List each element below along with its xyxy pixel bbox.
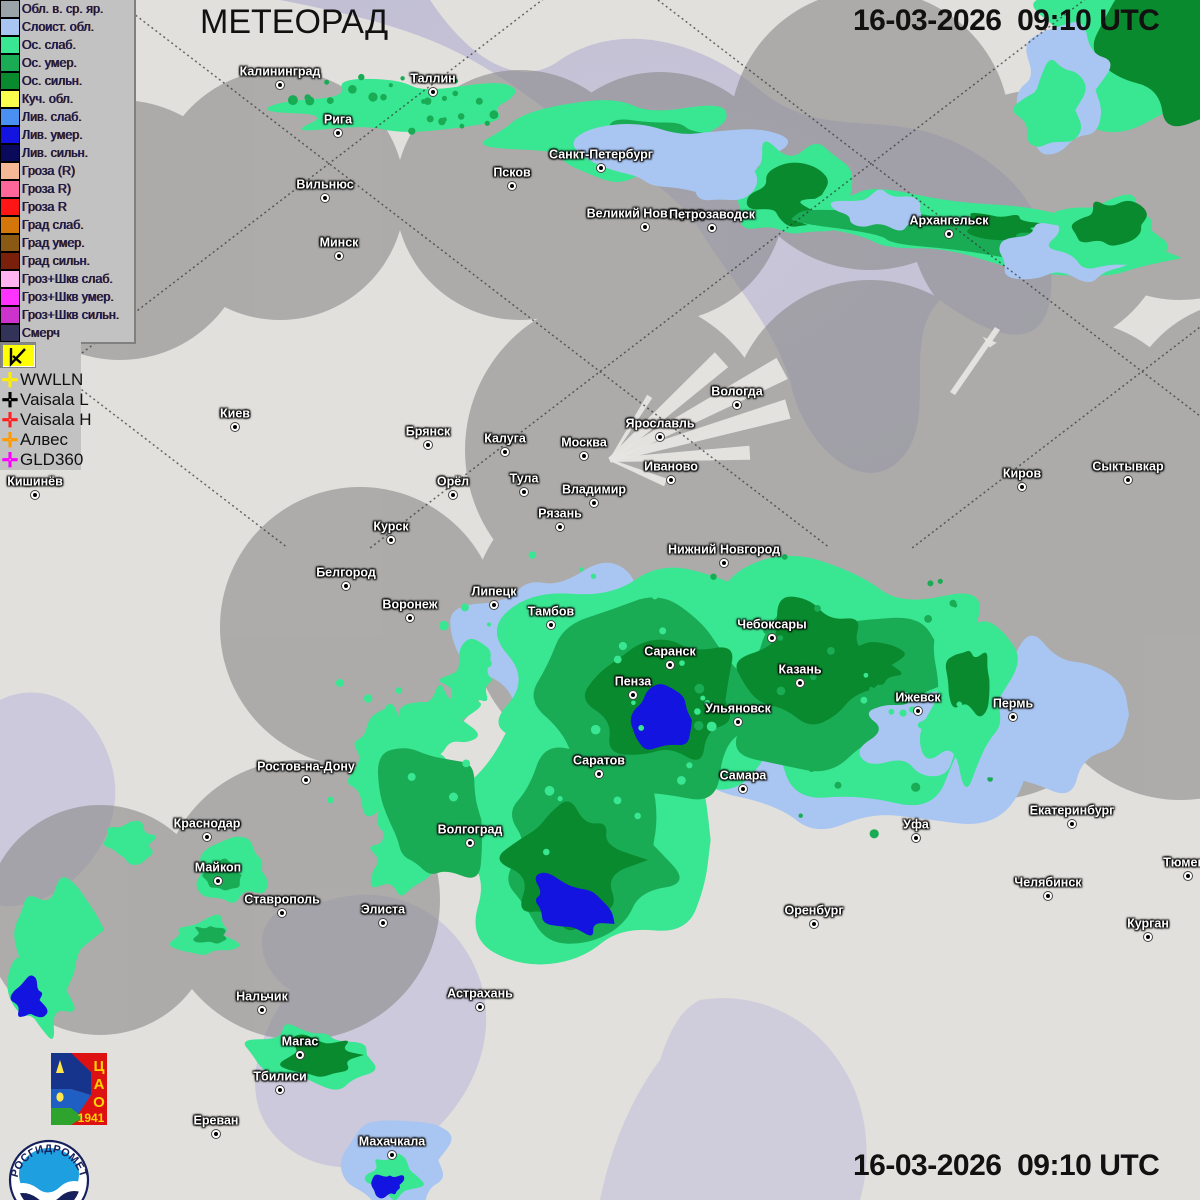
svg-text:Ц: Ц: [94, 1058, 105, 1075]
svg-text:О: О: [93, 1094, 105, 1111]
svg-text:А: А: [94, 1076, 105, 1093]
svg-text:1941: 1941: [78, 1111, 105, 1125]
